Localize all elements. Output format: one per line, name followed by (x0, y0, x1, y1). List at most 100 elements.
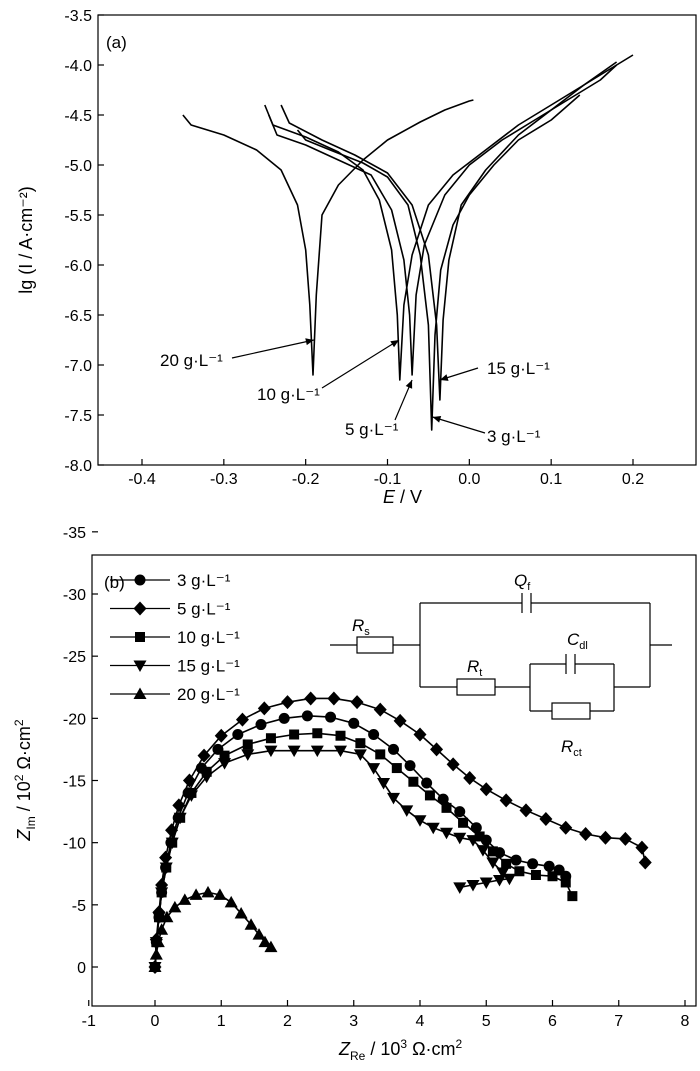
panel-a-label: (a) (106, 33, 127, 52)
panel-a-ytick-label: -4.0 (64, 58, 92, 75)
panel-b-data-point (567, 891, 578, 902)
panel-b-data-point (375, 749, 386, 760)
panel-b-data-point (213, 888, 227, 900)
panel-b-data-point (310, 745, 324, 758)
circuit-rt-label: Rt (467, 657, 482, 679)
panel-b-data-point (387, 792, 400, 805)
panel-a-ytick-label: -3.5 (64, 8, 92, 25)
panel-b-data-point (440, 827, 453, 840)
panel-b-ytick-label: -5 (72, 898, 86, 915)
panel-a-xlabel-unit: / V (395, 487, 422, 507)
legend-marker (135, 632, 145, 642)
panel-b-data-point (241, 749, 255, 761)
panel-b-data-point (408, 776, 419, 787)
panel-b-xtick-label: 6 (548, 1013, 557, 1030)
circuit-cdl-label: Cdl (567, 630, 588, 652)
panel-b-data-point (400, 805, 414, 817)
panel-b-data-point (454, 806, 466, 818)
panel-b-data-point (301, 710, 313, 722)
panel-b-xtick-label: 8 (681, 1013, 690, 1030)
panel-b-ylabel: ZIm / 102 Ω·cm2 (12, 719, 38, 842)
panel-a-ytick-label: -6.5 (64, 308, 92, 325)
panel-b-data-point (178, 893, 192, 905)
panel-b-data-point (463, 771, 477, 786)
panel-b-data-point (543, 860, 555, 872)
panel-b-data-point (510, 854, 522, 866)
legend-label: 5 g·L⁻¹ (177, 600, 231, 619)
panel-a-ytick-label: -4.5 (64, 108, 92, 125)
panel-b-data-point (182, 773, 196, 788)
panel-b-data-point (201, 885, 215, 898)
panel-b-data-point (446, 757, 460, 772)
panel-a-ytick-label: -5.5 (64, 208, 92, 225)
panel-a-annotations: 20 g·L⁻¹ 10 g·L⁻¹ 5 g·L⁻¹ 3 g·L⁻¹ 15 g·L⁻¹ (160, 338, 550, 446)
circuit-rct-resistor (551, 702, 591, 720)
panel-b-data-point (304, 691, 318, 706)
legend-marker (134, 574, 146, 586)
panel-a-annotation-arrow (321, 339, 400, 389)
panel-a-annotation: 10 g·L⁻¹ (257, 385, 320, 404)
panel-b-data-point (278, 712, 290, 724)
panel-a-xlabel-var: E (383, 487, 396, 507)
panel-a-xlabel: E / V (383, 487, 422, 507)
panel-b-data-point (168, 900, 182, 913)
panel-b-xtick-label: -1 (82, 1013, 96, 1030)
panel-b-data-point (160, 910, 174, 923)
panel-b-data-point (514, 866, 525, 877)
panel-b-data-point (287, 745, 301, 758)
panel-b-ytick-label: -15 (63, 774, 86, 791)
panel-b-ticks: -1 0 1 2 3 4 5 6 7 8-35-30-25-20-15-10-50 (63, 525, 690, 1030)
panel-a-series-line (182, 99, 474, 376)
legend-marker (133, 601, 147, 616)
panel-b-data-point (635, 840, 649, 855)
panel-a-arrowhead (305, 338, 314, 346)
equivalent-circuit (330, 593, 672, 720)
panel-b-data-point (152, 912, 166, 924)
panel-a-xtick-label: -0.3 (210, 471, 238, 488)
panel-b-xtick-label: 1 (217, 1013, 226, 1030)
panel-a-frame (97, 14, 697, 466)
panel-b-xtick-label: 5 (482, 1013, 491, 1030)
circuit-rs-label: Rs (352, 616, 370, 638)
panel-b-xtick-label: 2 (283, 1013, 292, 1030)
panel-b-data-point (350, 695, 364, 710)
panel-b-data-point (377, 777, 391, 790)
panel-a-arrowhead (405, 380, 413, 389)
panel-b-data-point (421, 777, 433, 789)
panel-b-ytick-label: -35 (63, 525, 86, 542)
panel-b-data-point (258, 935, 272, 948)
circuit-rct-label: Rct (561, 737, 582, 759)
panel-b-xtick-label: 0 (151, 1013, 160, 1030)
panel-b-data-point (335, 730, 346, 741)
panel-b-data-point (189, 888, 203, 900)
panel-a-ylabel: lg (I / A·cm⁻²) (16, 186, 36, 294)
panel-b-data-point (599, 830, 612, 845)
panel-b-data-point (560, 877, 571, 888)
panel-b-data-point (437, 793, 449, 805)
circuit-rs-resistor (356, 636, 394, 654)
circuit-qf-label: Qf (514, 571, 531, 593)
panel-a-annotation: 5 g·L⁻¹ (345, 420, 399, 439)
panel-b-data-point (214, 728, 228, 743)
panel-b-data-point (539, 812, 553, 827)
panel-b-data-point (453, 832, 467, 845)
panel-b-data-point (413, 815, 427, 827)
panel-a-ytick-label: -7.0 (64, 358, 92, 375)
panel-a-polarization: -0.4 -0.3 -0.2 -0.1 0.0 0.1 0.2 -3.5 -4.0 -4.5 -5.… (16, 8, 697, 507)
panel-b-data-point (197, 748, 211, 763)
panel-b-data-point (393, 713, 407, 728)
panel-b-data-point (424, 790, 435, 801)
legend-marker (133, 660, 147, 672)
panel-b-data-point (348, 717, 360, 729)
panel-b-data-point (486, 857, 500, 870)
panel-b-data-point (159, 862, 173, 875)
panel-b-legend: 3 g·L⁻¹ 5 g·L⁻¹ 10 g·L⁻¹ 15 g·L⁻¹ 20 g·L⁻¹ (110, 571, 240, 704)
circuit-rt-resistor (456, 678, 496, 696)
legend-label: 20 g·L⁻¹ (177, 685, 240, 704)
panel-b-data-point (218, 758, 232, 770)
panel-b-data-point (173, 812, 187, 825)
panel-b-data-point (430, 742, 444, 757)
panel-b-data-point (264, 745, 278, 758)
panel-b-data-point (234, 907, 248, 919)
panel-b-data-point (388, 743, 399, 755)
